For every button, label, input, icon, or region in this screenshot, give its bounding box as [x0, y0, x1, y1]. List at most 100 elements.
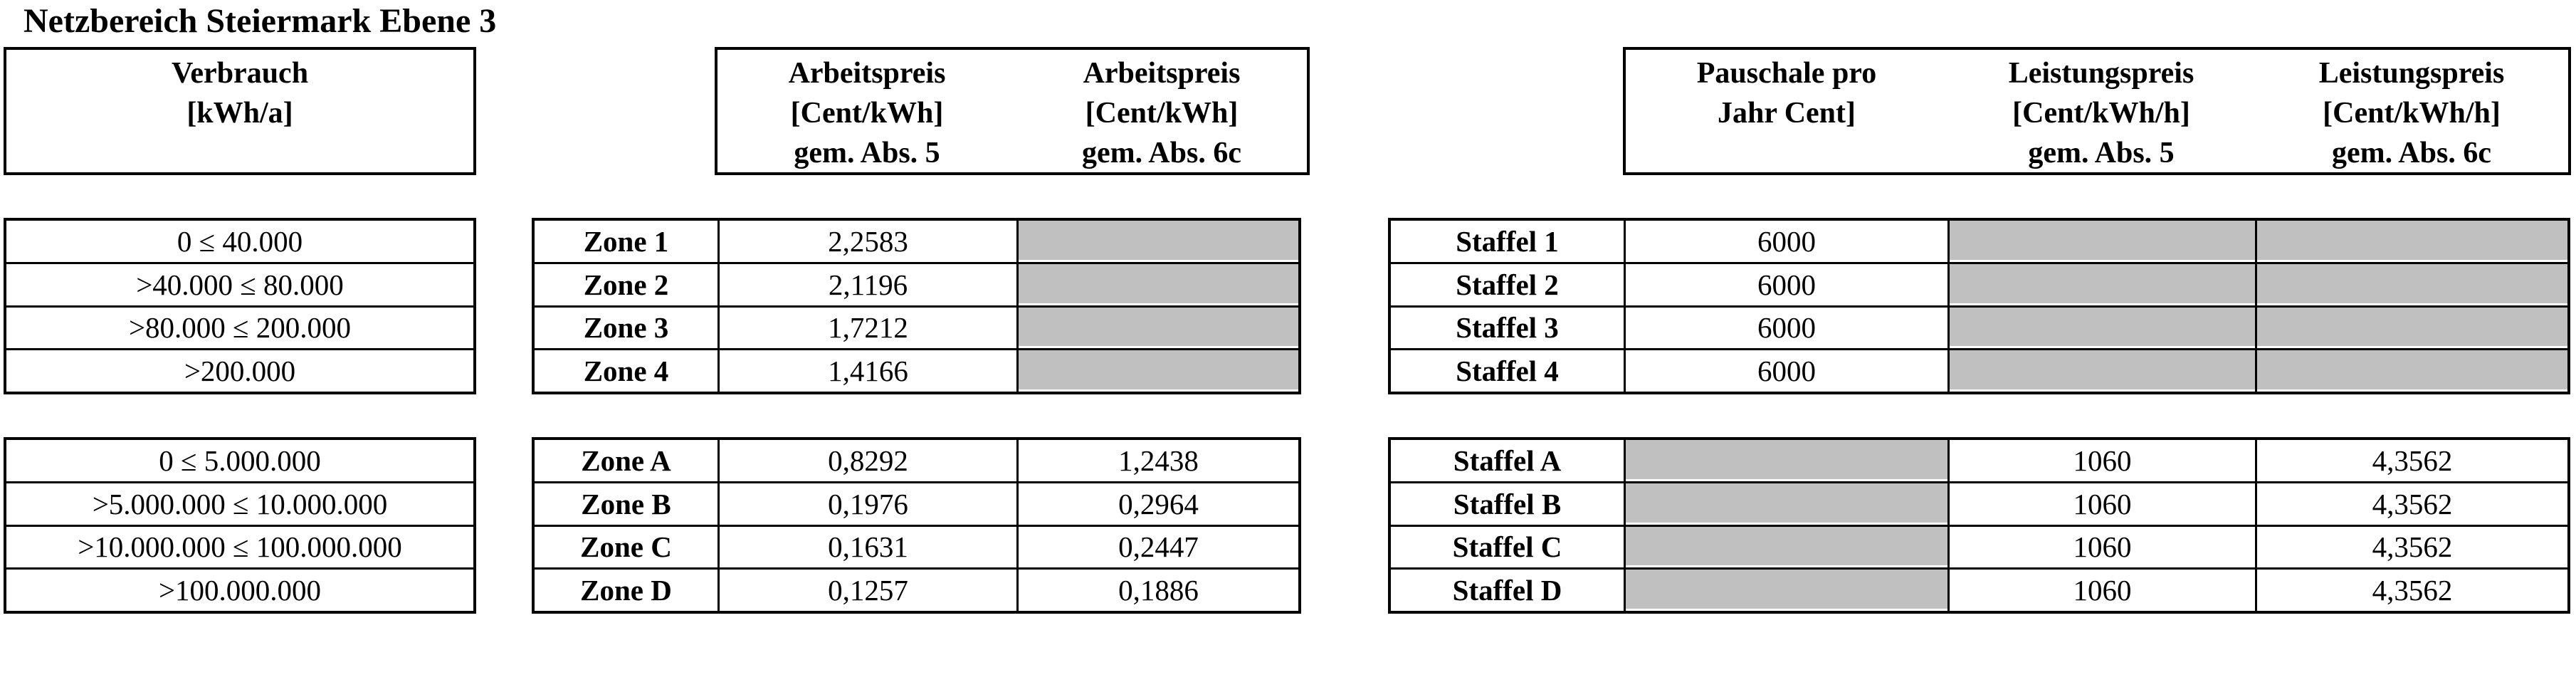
staffel-table-2: Staffel A 1060 4,3562 Staffel B 1060 4,3… — [1388, 437, 2570, 614]
arbeitspreis-abs6c-line3: gem. Abs. 6c — [1082, 137, 1241, 169]
table-row: >80.000 ≤ 200.000 — [6, 308, 473, 351]
arbeitspreis-abs5-value-cell: 0,1976 — [717, 483, 1016, 525]
table-row: Staffel D 1060 4,3562 — [1391, 570, 2567, 611]
arbeitspreis-abs5-line1: Arbeitspreis — [788, 57, 946, 90]
table-row: Zone 4 1,4166 — [535, 350, 1298, 392]
arbeitspreis-abs6c-value-cell: 0,2447 — [1016, 526, 1298, 568]
empty-gray-cell — [2255, 350, 2567, 392]
pauschale-value-cell: 6000 — [1624, 307, 1947, 349]
leistungspreis-abs5-value-cell: 1060 — [1947, 483, 2255, 525]
zone-label-cell: Zone 4 — [583, 355, 669, 388]
leistungspreis-abs6c-header-column: Leistungspreis [Cent/kWh/h] gem. Abs. 6c — [2255, 50, 2568, 172]
empty-gray-cell — [1947, 221, 2255, 262]
table-row: Zone 2 2,1196 — [535, 263, 1298, 308]
table-row: Zone 3 1,7212 — [535, 307, 1298, 351]
empty-gray-cell — [1016, 221, 1298, 262]
zone-label-cell: Zone 3 — [583, 311, 669, 345]
leistungspreis-abs6c-value-cell: 4,3562 — [2255, 440, 2567, 481]
consumption-range-cell: >40.000 ≤ 80.000 — [136, 268, 344, 301]
staffel-label-cell: Staffel C — [1452, 530, 1562, 564]
pauschale-value-cell: 6000 — [1624, 350, 1947, 392]
arbeitspreis-abs5-line2: [Cent/kWh] — [790, 97, 944, 130]
zone-label-cell: Zone 2 — [583, 268, 669, 301]
table-row: >10.000.000 ≤ 100.000.000 — [6, 527, 473, 570]
staffel-label-cell: Staffel D — [1452, 574, 1562, 607]
consumption-range-cell: 0 ≤ 5.000.000 — [159, 444, 321, 477]
table-row: Staffel 1 6000 — [1391, 221, 2567, 264]
consumption-header-box: Verbrauch [kWh/a] — [4, 47, 476, 175]
zone-table-1: Zone 1 2,2583 Zone 2 2,1196 Zone 3 1,721… — [532, 218, 1301, 394]
staffel-table-1: Staffel 1 6000 Staffel 2 6000 Staffel 3 … — [1388, 218, 2570, 394]
consumption-range-cell: >100.000.000 — [158, 574, 322, 607]
leistungspreis-abs6c-line3: gem. Abs. 6c — [2332, 137, 2491, 169]
leistungspreis-abs5-line3: gem. Abs. 5 — [2028, 137, 2175, 169]
arbeitspreis-abs6c-line2: [Cent/kWh] — [1085, 97, 1239, 130]
empty-gray-cell — [1624, 570, 1947, 611]
arbeitspreis-abs5-value-cell: 0,8292 — [717, 440, 1016, 481]
empty-gray-cell — [1947, 350, 2255, 392]
arbeitspreis-abs5-line3: gem. Abs. 5 — [794, 137, 940, 169]
arbeitspreis-abs5-value-cell: 0,1257 — [717, 570, 1016, 611]
empty-gray-cell — [2255, 307, 2567, 349]
empty-gray-cell — [1016, 263, 1298, 305]
consumption-range-cell: >5.000.000 ≤ 10.000.000 — [92, 487, 388, 520]
zone-label-cell: Zone D — [580, 574, 672, 607]
empty-gray-cell — [1016, 307, 1298, 349]
arbeitspreis-abs5-value-cell: 2,1196 — [717, 263, 1016, 305]
table-row: Staffel B 1060 4,3562 — [1391, 483, 2567, 527]
leistungspreis-abs6c-value-cell: 4,3562 — [2255, 483, 2567, 525]
table-row: Staffel 2 6000 — [1391, 263, 2567, 308]
arbeitspreis-abs6c-value-cell: 0,1886 — [1016, 570, 1298, 611]
arbeitspreis-abs6c-line1: Arbeitspreis — [1083, 57, 1241, 90]
arbeitspreis-abs5-value-cell: 2,2583 — [717, 221, 1016, 262]
leistungspreis-abs6c-line2: [Cent/kWh/h] — [2323, 97, 2501, 130]
leistungspreis-abs5-value-cell: 1060 — [1947, 440, 2255, 481]
arbeitspreis-header-box: Arbeitspreis [Cent/kWh] gem. Abs. 5 Arbe… — [715, 47, 1310, 175]
zone-label-cell: Zone 1 — [583, 224, 669, 258]
zone-table-2: Zone A 0,8292 1,2438 Zone B 0,1976 0,296… — [532, 437, 1301, 614]
leistungspreis-abs6c-value-cell: 4,3562 — [2255, 570, 2567, 611]
zone-label-cell: Zone C — [580, 530, 672, 564]
table-row: Zone D 0,1257 0,1886 — [535, 570, 1298, 611]
consumption-header-line2: [kWh/a] — [186, 97, 293, 130]
table-row: Zone C 0,1631 0,2447 — [535, 526, 1298, 570]
table-row: Staffel 3 6000 — [1391, 307, 2567, 351]
table-row: >5.000.000 ≤ 10.000.000 — [6, 483, 473, 527]
leistungspreis-abs6c-line1: Leistungspreis — [2318, 57, 2505, 90]
empty-gray-cell — [2255, 263, 2567, 305]
page-title: Netzbereich Steiermark Ebene 3 — [23, 2, 497, 40]
pauschale-line1: Pauschale pro — [1696, 57, 1877, 90]
table-row: >200.000 — [6, 350, 473, 392]
staffel-label-cell: Staffel A — [1453, 444, 1562, 477]
arbeitspreis-abs5-value-cell: 0,1631 — [717, 526, 1016, 568]
consumption-header-line1: Verbrauch — [171, 57, 309, 90]
arbeitspreis-abs6c-value-cell: 0,2964 — [1016, 483, 1298, 525]
staffel-label-cell: Staffel 2 — [1456, 268, 1559, 301]
staffel-label-cell: Staffel 4 — [1456, 355, 1559, 388]
pauschale-line2: Jahr Cent] — [1717, 97, 1856, 130]
empty-gray-cell — [1016, 350, 1298, 392]
staffel-label-cell: Staffel 1 — [1456, 224, 1559, 258]
staffel-header-box: Pauschale pro Jahr Cent] Leistungspreis … — [1623, 47, 2571, 175]
consumption-range-cell: 0 ≤ 40.000 — [177, 224, 303, 258]
arbeitspreis-abs6c-value-cell: 1,2438 — [1016, 440, 1298, 481]
arbeitspreis-abs5-value-cell: 1,7212 — [717, 307, 1016, 349]
pauschale-value-cell: 6000 — [1624, 221, 1947, 262]
table-row: Staffel 4 6000 — [1391, 350, 2567, 392]
empty-gray-cell — [1624, 526, 1947, 568]
staffel-label-cell: Staffel B — [1453, 487, 1562, 520]
leistungspreis-abs5-line2: [Cent/kWh/h] — [2012, 97, 2190, 130]
table-row: Staffel C 1060 4,3562 — [1391, 526, 2567, 570]
arbeitspreis-abs5-value-cell: 1,4166 — [717, 350, 1016, 392]
zone-label-cell: Zone A — [581, 444, 671, 477]
empty-gray-cell — [1624, 483, 1947, 525]
empty-gray-cell — [1624, 440, 1947, 481]
leistungspreis-abs5-header-column: Leistungspreis [Cent/kWh/h] gem. Abs. 5 — [1947, 50, 2255, 172]
table-row: Zone B 0,1976 0,2964 — [535, 483, 1298, 527]
empty-gray-cell — [1947, 307, 2255, 349]
consumption-range-cell: >10.000.000 ≤ 100.000.000 — [78, 530, 402, 564]
table-row: >40.000 ≤ 80.000 — [6, 264, 473, 308]
table-row: >100.000.000 — [6, 570, 473, 611]
leistungspreis-abs6c-value-cell: 4,3562 — [2255, 526, 2567, 568]
